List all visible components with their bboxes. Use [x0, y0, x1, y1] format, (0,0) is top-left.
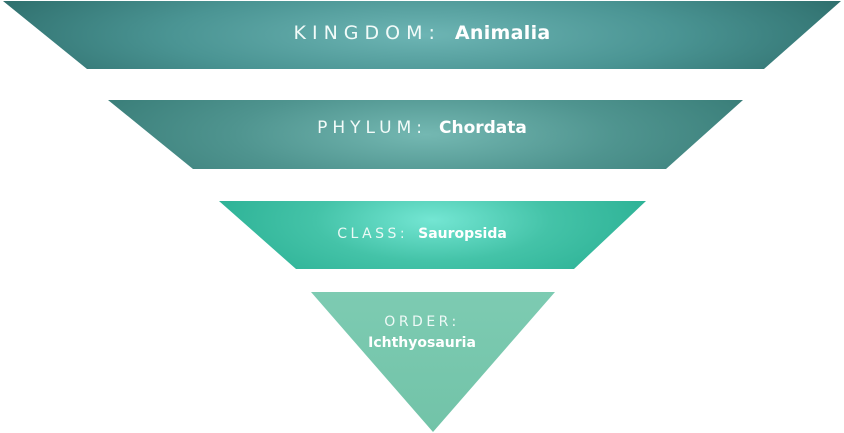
class-label: CLASS: Sauropsida [0, 226, 844, 242]
phylum-rank: PHYLUM: [317, 118, 427, 138]
phylum-label: PHYLUM: Chordata [0, 118, 844, 138]
order-rank: ORDER: [384, 314, 460, 330]
order-triangle [311, 292, 555, 432]
class-taxon: Sauropsida [418, 226, 507, 242]
kingdom-taxon: Animalia [454, 22, 551, 44]
order-taxon: Ichthyosauria [368, 335, 476, 351]
kingdom-label: KINGDOM: Animalia [0, 22, 844, 44]
kingdom-rank: KINGDOM: [293, 22, 441, 44]
phylum-taxon: Chordata [439, 118, 527, 138]
class-rank: CLASS: [337, 226, 409, 242]
